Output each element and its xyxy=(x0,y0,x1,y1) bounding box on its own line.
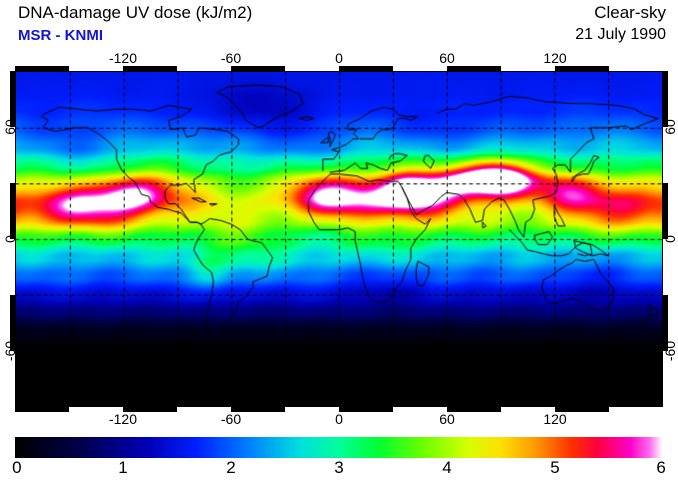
right-axis-tickbar xyxy=(663,71,668,407)
latitude-tick-label: -60 xyxy=(662,340,678,362)
longitude-tick-label: -120 xyxy=(108,411,138,427)
latitude-tick-label: 0 xyxy=(662,235,678,243)
latitude-tick-label: -60 xyxy=(2,340,18,362)
condition-label: Clear-sky xyxy=(594,3,666,22)
bottom-axis-tickbar xyxy=(15,407,663,412)
longitude-tick-label: 0 xyxy=(335,50,343,66)
map-plot-area xyxy=(15,71,663,407)
colorbar-gradient xyxy=(15,437,663,458)
longitude-tick-label: 60 xyxy=(439,50,455,66)
latitude-tick-label: 60 xyxy=(662,119,678,135)
longitude-tick-label: 120 xyxy=(543,411,567,427)
longitude-tick-label: 120 xyxy=(543,50,567,66)
page-title: DNA-damage UV dose (kJ/m2) xyxy=(18,3,253,22)
longitude-tick-label: -60 xyxy=(220,411,242,427)
longitude-tick-label: 60 xyxy=(439,411,455,427)
colorbar-tick-label: 3 xyxy=(334,458,344,477)
colorbar-tick-label: 2 xyxy=(226,458,236,477)
colorbar-tick-labels: 0 1 2 3 4 5 6 xyxy=(12,458,666,480)
uv-dose-heatmap xyxy=(16,72,662,406)
longitude-tick-label: -60 xyxy=(220,50,242,66)
colorbar-tick-label: 4 xyxy=(442,458,452,477)
colorbar-tick-label: 1 xyxy=(118,458,128,477)
top-axis-tickbar xyxy=(15,66,663,71)
source-label: MSR - KNMI xyxy=(18,27,103,44)
longitude-tick-label: 0 xyxy=(335,411,343,427)
colorbar xyxy=(15,437,663,458)
left-axis-tickbar xyxy=(10,71,15,407)
colorbar-tick-label: 0 xyxy=(12,458,22,477)
colorbar-tick-label: 5 xyxy=(550,458,560,477)
colorbar-tick-label: 6 xyxy=(656,458,666,477)
latitude-tick-label: 60 xyxy=(2,119,18,135)
latitude-tick-label: 0 xyxy=(2,235,18,243)
longitude-tick-label: -120 xyxy=(108,50,138,66)
date-label: 21 July 1990 xyxy=(575,26,666,43)
